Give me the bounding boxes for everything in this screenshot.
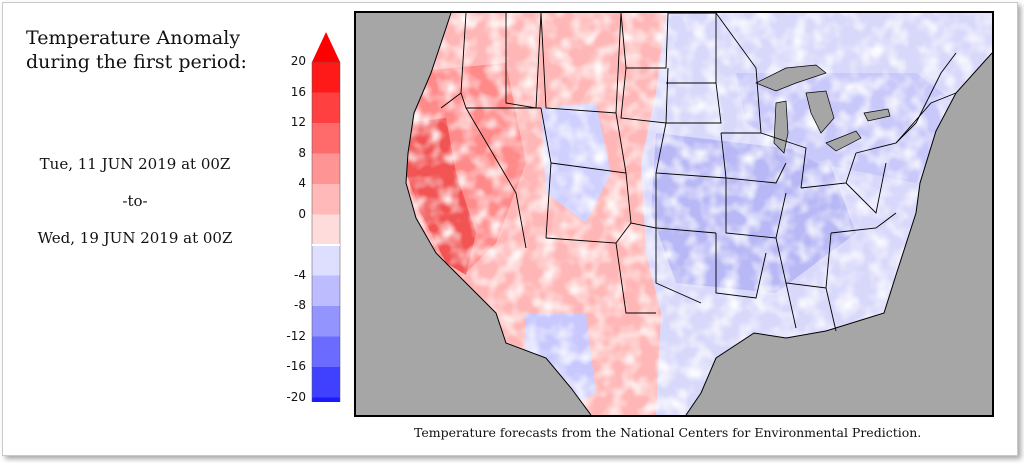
legend-max-arrow xyxy=(312,32,340,62)
title-line-1: Temperature Anomaly xyxy=(26,27,241,49)
legend-segment xyxy=(312,92,340,123)
anomaly-map xyxy=(354,11,994,417)
end-date: Wed, 19 JUN 2019 at 00Z xyxy=(37,229,233,247)
legend-segment xyxy=(312,153,340,184)
legend-segment xyxy=(312,367,340,398)
start-date: Tue, 11 JUN 2019 at 00Z xyxy=(39,155,231,173)
legend-tick-label: -8 xyxy=(294,298,306,312)
legend-segment xyxy=(312,336,340,367)
legend-segment xyxy=(312,245,340,276)
legend-segment xyxy=(312,397,340,402)
lake-ontario xyxy=(863,108,891,122)
legend-tick-label: 4 xyxy=(298,176,306,190)
forecast-period: Tue, 11 JUN 2019 at 00Z -to- Wed, 19 JUN… xyxy=(20,154,250,265)
credit-text: Temperature forecasts from the National … xyxy=(414,425,922,440)
legend-segment xyxy=(312,184,340,215)
legend-tick-label: 12 xyxy=(290,115,306,129)
us-map-svg xyxy=(405,13,992,415)
legend-tick-label: 0 xyxy=(298,206,306,221)
map-title: Temperature Anomaly during the first per… xyxy=(26,26,266,74)
legend-tick-label: -16 xyxy=(286,359,306,373)
legend-tick-label: -12 xyxy=(286,328,306,343)
state-borders xyxy=(440,13,957,332)
to-separator: -to- xyxy=(122,192,148,210)
lake-michigan xyxy=(773,100,789,154)
lake-erie xyxy=(825,130,862,152)
legend-segment xyxy=(312,62,340,93)
legend-segment xyxy=(312,306,340,337)
legend-colorbar xyxy=(311,32,341,402)
legend-segment xyxy=(312,123,340,154)
legend-tick-label: 16 xyxy=(290,84,306,99)
legend-tick-label: -4 xyxy=(294,267,306,282)
legend-tick-label: -20 xyxy=(286,389,306,404)
legend-segment xyxy=(312,275,340,306)
legend-tick-label: 20 xyxy=(290,54,306,68)
legend-tick-label: 8 xyxy=(298,145,306,160)
legend-segment xyxy=(312,214,340,245)
coastline xyxy=(405,13,992,415)
lake-huron xyxy=(805,90,835,134)
title-line-2: during the first period: xyxy=(26,51,247,73)
lake-superior xyxy=(755,64,827,92)
color-legend: 20 16 12 8 4 0 -4 -8 -12 -16 -20 xyxy=(276,30,356,404)
texture-overlay xyxy=(406,13,992,415)
